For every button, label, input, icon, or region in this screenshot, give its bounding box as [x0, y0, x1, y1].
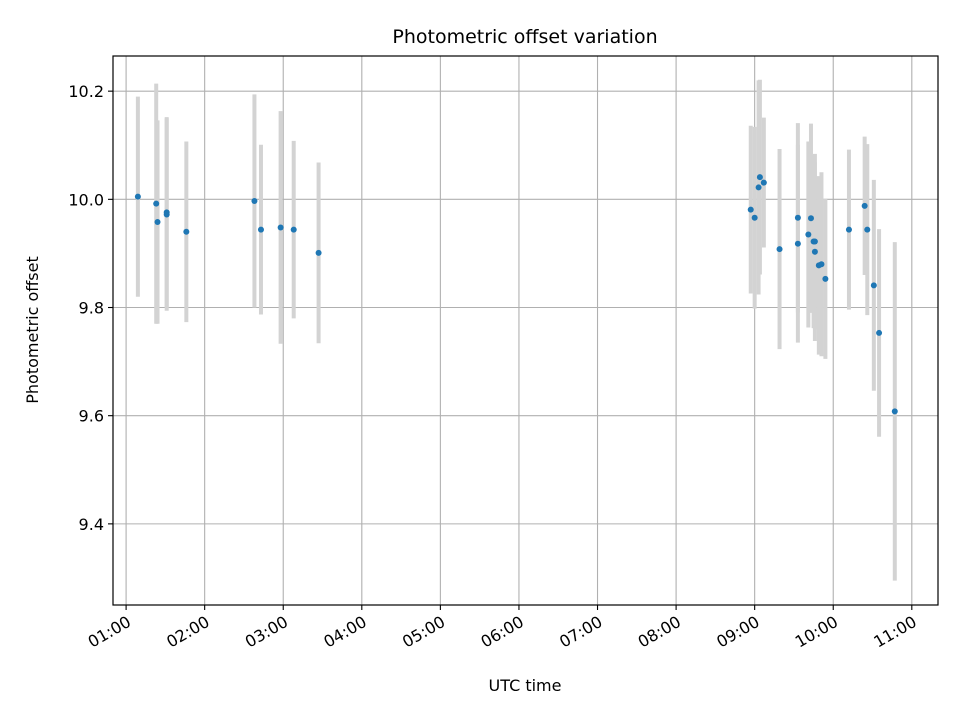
data-point [163, 209, 170, 216]
data-point [153, 200, 160, 207]
data-point [776, 246, 783, 253]
data-point [891, 408, 898, 415]
y-axis-ticks: 9.4 9.6 9.8 10.0 10.2 [68, 82, 113, 534]
data-point [290, 226, 297, 233]
data-point [154, 219, 161, 226]
data-point [257, 226, 264, 233]
data-point [805, 231, 812, 238]
data-point [251, 197, 258, 204]
data-point [818, 261, 825, 268]
y-tick-label: 9.6 [79, 407, 104, 426]
data-point [756, 174, 763, 181]
y-axis-label: Photometric offset [23, 256, 42, 404]
data-point [183, 228, 190, 235]
data-point [760, 179, 767, 186]
chart-title: Photometric offset variation [392, 26, 657, 48]
data-point [794, 240, 801, 247]
data-point [794, 214, 801, 221]
data-point [845, 226, 852, 233]
data-point [751, 214, 758, 221]
data-point [822, 275, 829, 282]
data-point [755, 184, 762, 191]
data-point [315, 249, 322, 256]
data-points [134, 174, 898, 415]
data-point [861, 202, 868, 209]
plot-frame [112, 55, 939, 606]
grid [113, 56, 938, 605]
data-point [811, 238, 818, 245]
data-point [811, 248, 818, 255]
data-point [134, 193, 141, 200]
y-tick-label: 10.2 [68, 82, 104, 101]
y-tick-label: 10.0 [68, 190, 104, 209]
data-point [876, 329, 883, 336]
data-point [870, 282, 877, 289]
data-point [277, 224, 284, 231]
x-axis-label: UTC time [489, 676, 562, 695]
data-point [807, 215, 814, 222]
y-tick-label: 9.4 [79, 515, 104, 534]
data-point [864, 226, 871, 233]
data-point [747, 206, 754, 213]
y-tick-label: 9.8 [79, 299, 104, 318]
